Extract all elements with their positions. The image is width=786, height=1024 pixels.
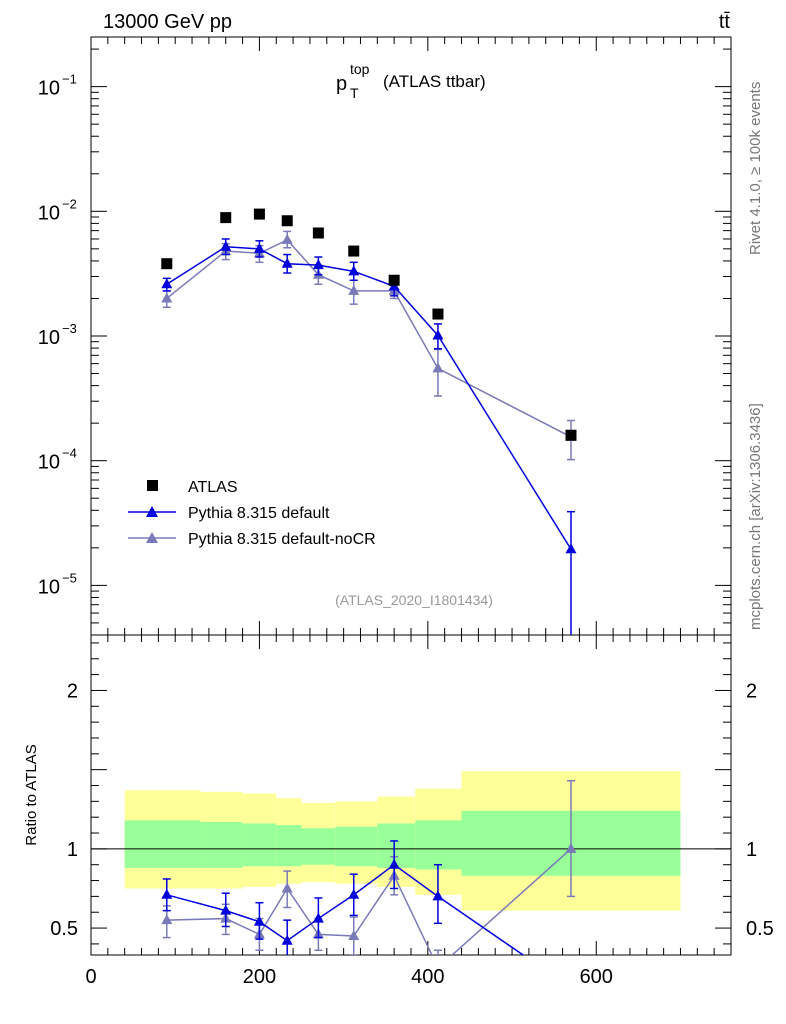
band-inner-segment [415, 820, 462, 870]
legend-marker-mc1 [146, 506, 158, 517]
series-point-1 [565, 543, 577, 554]
ratio-tick-label-right: 0.5 [746, 918, 774, 940]
band-inner-segment [335, 826, 378, 867]
y-tick-label-mantissa: 10 [38, 452, 60, 474]
ratio-ylabel: Ratio to ATLAS [23, 744, 40, 845]
ratio-point-1 [220, 904, 232, 915]
ratio-plot-marks [161, 779, 577, 992]
header-right: tt̄ [719, 11, 731, 33]
axis-ticks [90, 37, 731, 955]
side-label-rivet: Rivet 4.1.0, ≥ 100k events [747, 82, 764, 255]
series-point-2 [348, 284, 360, 295]
ratio-point-1 [312, 912, 324, 923]
band-inner-segment [242, 823, 277, 867]
y-tick-label-mantissa: 10 [38, 202, 60, 224]
y-tick-label-exponent: −5 [62, 570, 77, 585]
y-tick-label-exponent: −3 [62, 321, 77, 336]
band-inner-segment [200, 821, 243, 868]
atlas-data-point [348, 245, 360, 257]
series-point-1 [161, 278, 173, 289]
side-label-mcplots: mcplots.cern.ch [arXiv:1306.3436] [747, 403, 764, 630]
y-tick-label-mantissa: 10 [38, 78, 60, 100]
series-point-1 [348, 265, 360, 276]
atlas-data-point [388, 274, 400, 286]
series-point-2 [281, 233, 293, 244]
plot-title-sub: T [350, 85, 359, 101]
legend-marker-atlas [147, 480, 158, 491]
plot-title-suffix: (ATLAS ttbar) [383, 72, 486, 91]
series-point-1 [312, 259, 324, 270]
band-inner-segment [301, 828, 336, 865]
series-point-2 [432, 362, 444, 373]
ratio-point-1 [432, 890, 444, 901]
series-point-1 [220, 240, 232, 251]
series-point-1 [432, 329, 444, 340]
ratio-point-1 [281, 934, 293, 945]
atlas-data-point [220, 212, 232, 224]
plot-title-sup: top [350, 61, 370, 77]
y-tick-label-mantissa: 10 [38, 327, 60, 349]
legend-label-atlas: ATLAS [188, 479, 238, 496]
y-tick-label-exponent: −4 [62, 446, 77, 461]
analysis-tag: (ATLAS_2020_I1801434) [335, 592, 493, 608]
ratio-point-1 [348, 888, 360, 899]
atlas-data-point [432, 308, 444, 320]
series-line-1 [166, 245, 572, 550]
legend-label-mc1: Pythia 8.315 default [188, 505, 330, 522]
ratio-tick-label-left: 2 [67, 680, 78, 702]
ratio-tick-label-right: 1 [746, 839, 757, 861]
y-tick-label-exponent: −1 [62, 72, 77, 87]
header-left: 13000 GeV pp [103, 11, 232, 33]
atlas-data-point [565, 429, 577, 441]
ratio-point-2 [565, 842, 577, 853]
band-inner-segment [377, 823, 416, 868]
series-point-1 [253, 242, 265, 253]
main-plot-marks [161, 208, 577, 635]
band-inner-segment [276, 825, 302, 867]
y-tick-label-mantissa: 10 [38, 576, 60, 598]
band-inner-segment [124, 820, 201, 868]
series-line-2 [166, 238, 572, 438]
ratio-point-2 [281, 882, 293, 893]
ratio-point-1 [161, 888, 173, 899]
ratio-point-1 [566, 982, 577, 992]
atlas-data-point [253, 208, 265, 220]
x-tick-label: 0 [85, 966, 96, 988]
ratio-point-1 [253, 915, 265, 926]
atlas-data-point [161, 258, 173, 270]
legend-label-mc2: Pythia 8.315 default-noCR [188, 531, 376, 548]
atlas-data-point [312, 227, 324, 239]
ratio-point-2 [348, 929, 360, 940]
series-point-2 [161, 292, 173, 303]
legend: ATLAS Pythia 8.315 default Pythia 8.315 … [128, 479, 376, 548]
ratio-tick-label-right: 2 [746, 680, 757, 702]
ratio-point-2 [161, 914, 173, 925]
main-plot-frame [90, 36, 732, 636]
ratio-uncertainty-bands [124, 771, 681, 911]
legend-marker-mc2 [146, 532, 158, 543]
atlas-data-point [281, 215, 293, 227]
ratio-tick-label-left: 1 [67, 839, 78, 861]
x-tick-label: 200 [243, 966, 276, 988]
x-tick-label: 400 [411, 966, 444, 988]
ratio-tick-label-left: 0.5 [50, 918, 78, 940]
series-point-1 [281, 257, 293, 268]
x-tick-label: 600 [580, 966, 613, 988]
plot-title-main: p [336, 73, 347, 95]
y-tick-label-exponent: −2 [62, 196, 77, 211]
ratio-point-1 [388, 858, 400, 869]
